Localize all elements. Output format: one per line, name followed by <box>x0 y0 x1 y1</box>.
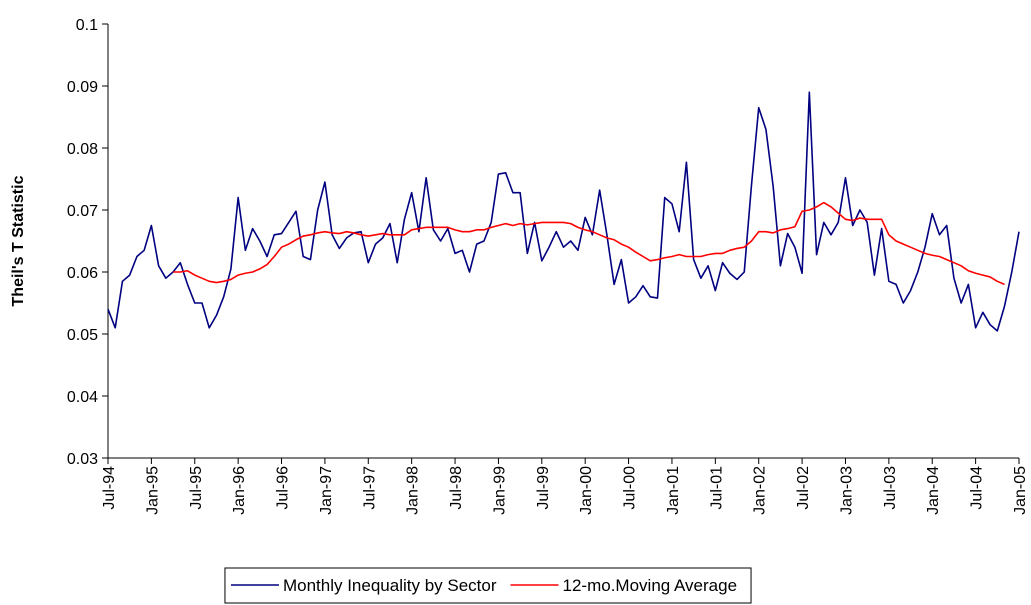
x-tick-label: Jan-02 <box>752 466 769 515</box>
x-tick-label: Jan-00 <box>578 466 595 515</box>
y-tick-label: 0.1 <box>76 17 98 34</box>
x-tick-label: Jul-00 <box>622 466 639 510</box>
y-tick-label: 0.09 <box>67 79 98 96</box>
y-tick-label: 0.08 <box>67 141 98 158</box>
x-tick-label: Jul-99 <box>535 466 552 510</box>
x-tick-label: Jan-99 <box>491 466 508 515</box>
x-tick-label: Jan-04 <box>925 466 942 515</box>
x-tick-label: Jan-03 <box>838 466 855 515</box>
x-tick-label: Jul-95 <box>188 466 205 510</box>
x-tick-label: Jan-05 <box>1012 466 1029 515</box>
x-tick-label: Jul-98 <box>448 466 465 510</box>
y-tick-label: 0.06 <box>67 265 98 282</box>
y-axis-label: Theil's T Statistic <box>10 175 27 306</box>
y-tick-label: 0.07 <box>67 203 98 220</box>
x-tick-label: Jul-04 <box>969 466 986 510</box>
x-tick-label: Jan-96 <box>231 466 248 515</box>
y-tick-label: 0.03 <box>67 451 98 468</box>
y-tick-label: 0.05 <box>67 327 98 344</box>
x-tick-label: Jan-98 <box>405 466 422 515</box>
legend-label: 12-mo.Moving Average <box>563 576 738 595</box>
series-line <box>173 201 1005 286</box>
x-tick-label: Jul-94 <box>101 466 118 510</box>
x-tick-label: Jan-95 <box>144 466 161 515</box>
y-tick-label: 0.04 <box>67 389 98 406</box>
x-tick-label: Jul-96 <box>275 466 292 510</box>
x-tick-label: Jul-02 <box>795 466 812 510</box>
legend <box>224 567 752 604</box>
series-line <box>107 91 1020 332</box>
x-tick-label: Jan-01 <box>665 466 682 515</box>
x-tick-label: Jul-97 <box>361 466 378 510</box>
legend-label: Monthly Inequality by Sector <box>283 576 497 595</box>
x-tick-label: Jul-03 <box>882 466 899 510</box>
x-tick-label: Jan-97 <box>318 466 335 515</box>
x-tick-label: Jul-01 <box>708 466 725 510</box>
